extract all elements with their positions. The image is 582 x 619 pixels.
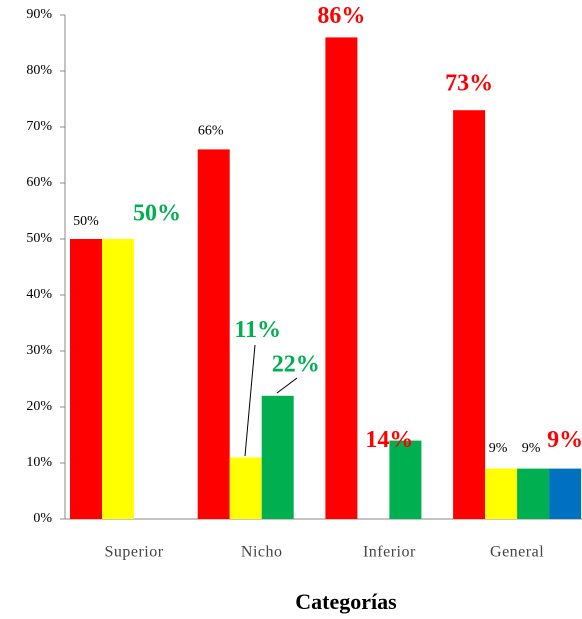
bar bbox=[549, 468, 582, 519]
y-tick-label: 60% bbox=[26, 175, 52, 190]
x-tick-label: Inferior bbox=[363, 544, 416, 561]
x-tick-label: Superior bbox=[104, 544, 163, 561]
bar bbox=[453, 110, 486, 519]
y-tick-label: 40% bbox=[26, 287, 52, 302]
data-label: 14% bbox=[365, 427, 413, 453]
data-label: 11% bbox=[234, 317, 281, 343]
y-tick-label: 30% bbox=[26, 343, 52, 358]
data-label: 9% bbox=[489, 441, 508, 456]
x-tick-label: Nicho bbox=[241, 544, 283, 561]
leader-line bbox=[244, 344, 256, 457]
x-axis-title: Categorías bbox=[295, 589, 397, 614]
bar bbox=[389, 440, 422, 519]
data-label: 86% bbox=[317, 3, 365, 29]
y-tick-label: 80% bbox=[26, 63, 52, 78]
data-label: 22% bbox=[272, 351, 320, 377]
y-tick-label: 20% bbox=[26, 399, 52, 414]
data-label: 9% bbox=[522, 441, 541, 456]
bar bbox=[261, 395, 294, 519]
x-tick-label: General bbox=[490, 544, 544, 561]
data-label: 50% bbox=[133, 201, 181, 227]
bar bbox=[485, 468, 518, 519]
bar bbox=[229, 457, 262, 519]
data-label: 9% bbox=[547, 427, 582, 453]
data-label: 73% bbox=[445, 71, 493, 97]
bar bbox=[517, 468, 550, 519]
y-tick-label: 50% bbox=[26, 231, 52, 246]
y-tick-label: 10% bbox=[26, 455, 52, 470]
bar bbox=[70, 239, 102, 519]
bar bbox=[197, 149, 230, 519]
leader-line bbox=[276, 377, 298, 394]
data-label: 50% bbox=[73, 214, 99, 229]
y-tick-label: 70% bbox=[26, 119, 52, 134]
data-label: 66% bbox=[198, 124, 224, 139]
y-tick-label: 0% bbox=[33, 511, 52, 526]
bar bbox=[102, 239, 134, 519]
y-tick-label: 90% bbox=[26, 7, 52, 22]
bar bbox=[325, 37, 358, 520]
